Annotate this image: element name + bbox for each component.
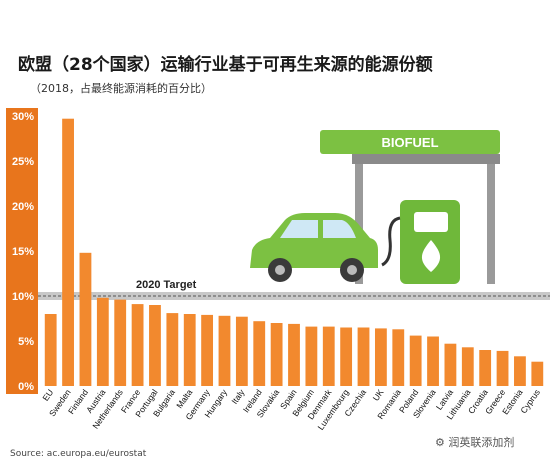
y-tick-label: 5% xyxy=(18,336,34,348)
category-labels: EUSwedenFinlandAustriaNetherlandsFranceP… xyxy=(40,387,542,432)
bar-slovenia xyxy=(427,336,439,386)
bar-austria xyxy=(96,297,109,386)
bar-sweden xyxy=(62,118,74,386)
bar-portugal xyxy=(149,305,161,386)
fuel-hose xyxy=(381,216,401,267)
bar-france xyxy=(131,304,144,386)
category-label: UK xyxy=(371,387,386,403)
bar-greece xyxy=(496,350,509,386)
station-pillar-left xyxy=(355,164,363,284)
fuel-pump-screen xyxy=(414,212,448,232)
bar-czechia xyxy=(357,327,370,386)
biofuel-sign-text: BIOFUEL xyxy=(381,135,438,150)
y-tick-label: 25% xyxy=(12,156,34,168)
bar-cyprus xyxy=(531,361,544,386)
bar-bulgaria xyxy=(166,313,179,386)
bar-finland xyxy=(79,252,92,386)
y-tick-label: 20% xyxy=(12,201,34,213)
y-tick-label: 0% xyxy=(18,381,34,393)
bar-romania xyxy=(392,329,405,386)
bar-eu xyxy=(44,314,57,386)
bar-germany xyxy=(201,314,214,386)
station-canopy xyxy=(352,154,500,164)
bar-hungary xyxy=(218,315,231,386)
bar-slovakia xyxy=(270,323,283,386)
y-axis-ticks: 0% 5% 10% 15% 20% 25% 30% xyxy=(12,111,34,393)
bar-croatia xyxy=(479,350,492,386)
watermark-icon: ⚙ xyxy=(435,436,449,449)
bar-netherlands xyxy=(114,299,127,386)
bar-latvia xyxy=(444,343,457,386)
chart-subtitle: （2018，占最终能源消耗的百分比） xyxy=(30,82,212,95)
bar-spain xyxy=(288,323,300,386)
target-band: 2020 Target xyxy=(38,279,550,300)
chart-title: 欧盟（28个国家）运输行业基于可再生来源的能源份额 xyxy=(18,55,433,75)
y-tick-label: 15% xyxy=(12,246,34,258)
station-pillar-right xyxy=(487,164,495,284)
y-axis-box xyxy=(6,108,38,394)
y-tick-label: 10% xyxy=(12,291,34,303)
bar-chart: BIOFUEL 0%5%10%15%20%25%30% 2020 Target … xyxy=(6,108,550,432)
bar-estonia xyxy=(514,356,526,386)
biofuel-sign xyxy=(320,130,500,154)
bar-lithuania xyxy=(461,347,474,386)
watermark: ⚙ 润英联添加剂 xyxy=(435,434,514,450)
bar-uk xyxy=(374,328,387,386)
bar-italy xyxy=(235,316,248,386)
car-icon xyxy=(250,213,378,282)
biofuel-illustration: BIOFUEL xyxy=(250,130,500,284)
y-tick-label: 30% xyxy=(12,111,34,123)
category-label: EU xyxy=(40,387,55,402)
bar-poland xyxy=(409,335,422,386)
bar-denmark xyxy=(322,326,335,386)
bar-luxembourg xyxy=(340,327,353,386)
target-label: 2020 Target xyxy=(136,279,197,291)
leaf-drop-icon xyxy=(421,240,441,272)
bar-malta xyxy=(183,314,196,386)
bar-ireland xyxy=(253,321,266,386)
source-note: Source: ac.europa.eu/eurostat xyxy=(10,449,147,459)
bar-belgium xyxy=(305,326,318,386)
bars xyxy=(44,118,544,386)
watermark-text: 润英联添加剂 xyxy=(448,436,515,449)
